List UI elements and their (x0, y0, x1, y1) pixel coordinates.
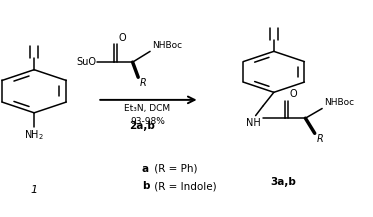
Text: O: O (119, 33, 126, 43)
Text: 2a,b: 2a,b (129, 121, 155, 131)
Text: NHBoc: NHBoc (152, 41, 182, 50)
Text: 3a,b: 3a,b (270, 177, 296, 187)
Text: 93-98%: 93-98% (130, 117, 165, 126)
Text: (R = Indole): (R = Indole) (151, 181, 217, 191)
Text: (R = Ph): (R = Ph) (151, 164, 198, 174)
Text: 1: 1 (31, 186, 38, 196)
Text: R: R (317, 134, 323, 144)
Text: SuO: SuO (76, 57, 96, 67)
Text: NHBoc: NHBoc (324, 99, 354, 107)
Text: NH$_2$: NH$_2$ (24, 128, 44, 142)
Text: R: R (140, 78, 147, 88)
Text: O: O (289, 89, 297, 99)
Text: a: a (142, 164, 149, 174)
Text: NH: NH (246, 118, 261, 128)
Text: Et₃N, DCM: Et₃N, DCM (125, 104, 170, 113)
Text: b: b (142, 181, 150, 191)
